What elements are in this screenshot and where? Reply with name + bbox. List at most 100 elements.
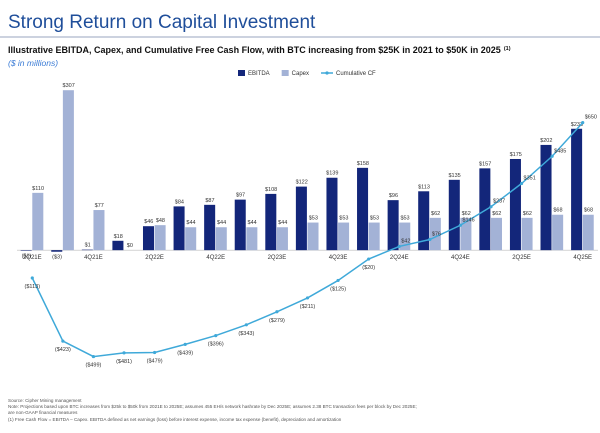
value-label: $48 [156, 218, 165, 224]
line-point [428, 237, 432, 242]
legend-swatch [281, 70, 289, 76]
value-label: $68 [584, 208, 593, 214]
x-tick-label: 4Q24E [451, 255, 470, 261]
value-label: $62 [523, 211, 532, 217]
bar [521, 217, 533, 251]
x-tick-label: 4Q21E [84, 255, 103, 261]
x-tick-label: 2Q22E [145, 255, 164, 261]
bar [93, 210, 105, 251]
bar [51, 250, 63, 252]
page-title: Strong Return on Capital Investment [8, 12, 316, 33]
footnote: are non-GAAP financial measures [8, 410, 78, 415]
value-label: $122 [296, 180, 308, 186]
bar [204, 204, 216, 251]
value-label: ($125) [330, 286, 346, 292]
footnote: Note: Projections based upon BTC increas… [8, 404, 417, 409]
legend-label: Capex [292, 71, 309, 77]
line-point [336, 278, 340, 283]
value-label: $44 [278, 220, 287, 226]
value-label: $113 [418, 184, 430, 190]
x-tick-label: 4Q22E [206, 255, 225, 261]
line-point [61, 339, 65, 343]
value-label: $96 [389, 193, 398, 199]
legend-swatch [238, 70, 245, 76]
bar [460, 217, 472, 251]
line-point [30, 276, 34, 280]
x-tick-label: 2Q21E [23, 255, 42, 261]
value-label: $62 [431, 211, 440, 217]
line-point [214, 333, 218, 338]
bar [387, 200, 399, 251]
value-label: $87 [205, 198, 214, 204]
bar [185, 227, 197, 251]
plot: 2Q21E 4Q21E 2Q22E 4Q22E 2Q23E 4Q23E 2Q24E 4Q24E… [17, 70, 598, 369]
footnote: Source: Cipher Mining management [8, 398, 82, 403]
value-label: $485 [554, 148, 566, 154]
value-label: ($113) [25, 284, 41, 290]
line-point [581, 121, 585, 125]
value-label: $157 [479, 161, 491, 167]
chart-title: Illustrative EBITDA, Capex, and Cumulati… [8, 45, 511, 55]
value-label: ($396) [208, 342, 224, 348]
bar [234, 199, 246, 251]
bar [571, 128, 583, 251]
value-label: $44 [248, 220, 257, 226]
bar [265, 193, 277, 251]
bar [276, 227, 288, 251]
bar [81, 249, 93, 251]
value-label: $110 [32, 186, 44, 192]
value-label: $307 [63, 83, 75, 89]
value-label: $135 [448, 173, 460, 179]
bar [32, 192, 44, 251]
bar [295, 186, 307, 251]
value-label: ($279) [269, 318, 285, 324]
value-label: $62 [492, 211, 501, 217]
bar [448, 179, 460, 251]
value-label: $175 [510, 152, 522, 158]
value-label: $84 [175, 199, 184, 205]
bar [112, 240, 124, 251]
bar [307, 222, 319, 251]
value-label: $68 [553, 208, 562, 214]
value-label: $202 [540, 138, 552, 144]
bar [154, 225, 166, 251]
value-label: $53 [400, 216, 409, 222]
x-tick-label: 2Q25E [512, 255, 531, 261]
bar [326, 177, 338, 251]
bar [215, 227, 227, 251]
line-point [489, 205, 493, 209]
value-label: ($343) [238, 331, 254, 337]
value-label: $237 [493, 199, 505, 205]
value-label: $77 [95, 203, 104, 209]
value-label: $46 [144, 219, 153, 225]
value-label: ($423) [55, 347, 71, 353]
chart-title-note: (1) [504, 46, 511, 52]
value-label: $62 [462, 211, 471, 217]
legend-label: Cumulative CF [336, 71, 376, 77]
chart-title-text: Illustrative EBITDA, Capex, and Cumulati… [8, 45, 501, 55]
value-label: ($481) [116, 359, 132, 365]
legend-label: EBITDA [248, 71, 270, 77]
value-label: $44 [186, 220, 195, 226]
x-tick-label: 2Q24E [390, 255, 409, 261]
value-label: $18 [114, 234, 123, 240]
x-tick-label: 4Q25E [573, 255, 592, 261]
bar [490, 217, 502, 251]
chart-subtitle: ($ in millions) [8, 58, 58, 68]
bar [173, 206, 185, 251]
value-label: ($479) [147, 358, 163, 364]
bar [479, 168, 491, 251]
value-label: $76 [432, 232, 441, 238]
bar [399, 222, 411, 251]
value-label: ($1) [22, 254, 32, 260]
value-label: $351 [524, 176, 536, 182]
line-point [153, 350, 157, 355]
value-label: $42 [401, 238, 410, 244]
bar [357, 167, 369, 251]
value-label: $97 [236, 193, 245, 199]
x-tick-label: 4Q23E [329, 255, 348, 261]
legend: EBITDA Capex Cumulative CF [238, 70, 376, 77]
value-label: $108 [265, 187, 277, 193]
value-label: ($3) [52, 255, 62, 261]
value-label: ($20) [362, 265, 375, 271]
